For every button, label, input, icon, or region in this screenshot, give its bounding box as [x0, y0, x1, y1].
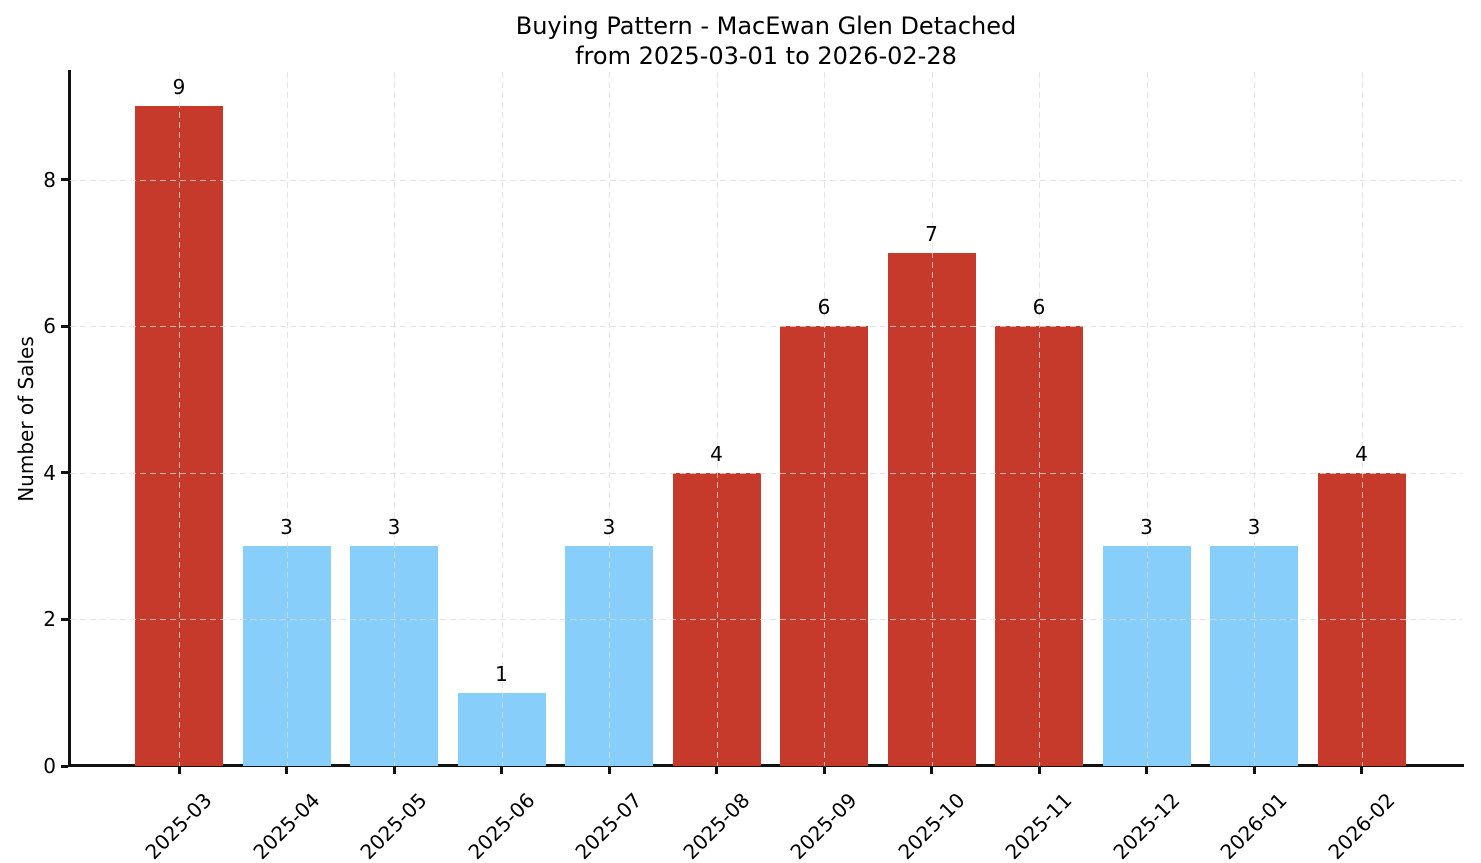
x-tick-label-2025-05: 2025-05 — [355, 788, 432, 863]
y-tick-label-6: 6 — [43, 314, 56, 339]
x-tick-label-2025-03: 2025-03 — [140, 788, 217, 863]
x-tick-2025-05 — [392, 767, 396, 774]
y-tick-label-0: 0 — [43, 754, 56, 778]
x-tick-2025-12 — [1145, 767, 1148, 774]
gridline-v-2025-05 — [394, 72, 395, 766]
x-tick-2026-02 — [1360, 767, 1363, 774]
x-tick-label-2025-06: 2025-06 — [463, 788, 540, 863]
gridline-v-2025-10 — [931, 72, 933, 766]
x-tick-2026-01 — [1252, 767, 1256, 774]
x-tick-2025-07 — [607, 767, 611, 774]
gridline-v-2025-09 — [824, 72, 825, 766]
x-tick-2025-10 — [930, 767, 933, 774]
gridline-h-4 — [70, 472, 1462, 474]
x-tick-2025-11 — [1037, 767, 1041, 774]
bar-value-label-2025-11: 6 — [1032, 295, 1046, 320]
y-tick-8 — [61, 178, 68, 182]
x-axis-spine — [68, 764, 1464, 767]
bar-value-label-2025-08: 4 — [710, 441, 723, 466]
x-tick-label-2025-12: 2025-12 — [1108, 788, 1185, 863]
x-tick-label-2025-09: 2025-09 — [785, 788, 862, 863]
bar-value-label-2025-07: 3 — [602, 515, 616, 540]
y-tick-label-8: 8 — [43, 167, 56, 192]
gridline-v-2025-06 — [501, 72, 503, 766]
bar-value-label-2026-02: 4 — [1355, 441, 1368, 466]
y-tick-2 — [61, 617, 68, 621]
gridline-h-8 — [70, 179, 1462, 181]
bar-value-label-2025-04: 3 — [280, 515, 293, 540]
bar-value-label-2025-05: 3 — [387, 515, 401, 540]
bar-value-label-2025-06: 1 — [495, 661, 508, 686]
gridline-h-2 — [70, 619, 1462, 621]
gridline-v-2026-02 — [1361, 72, 1363, 766]
gridline-v-2025-12 — [1146, 72, 1148, 766]
y-tick-6 — [61, 324, 68, 328]
x-tick-2025-06 — [500, 767, 503, 774]
plot-area: 9 3 3 1 3 4 6 7 6 3 3 4 — [70, 72, 1462, 766]
x-tick-label-2025-08: 2025-08 — [678, 788, 755, 863]
gridline-v-2025-08 — [716, 72, 718, 766]
x-tick-label-2025-04: 2025-04 — [248, 788, 325, 863]
y-tick-4 — [61, 471, 68, 475]
y-tick-0 — [61, 764, 68, 768]
gridline-v-2025-04 — [286, 72, 288, 766]
gridline-v-2025-07 — [609, 72, 610, 766]
y-tick-label-4: 4 — [43, 460, 56, 485]
y-axis-spine — [68, 70, 71, 767]
bar-value-label-2025-03: 9 — [172, 75, 186, 100]
bar-value-label-2025-10: 7 — [925, 221, 938, 246]
gridline-v-2026-01 — [1254, 72, 1255, 766]
gridline-h-6 — [70, 326, 1462, 328]
x-tick-2025-04 — [285, 767, 288, 774]
x-tick-2025-08 — [715, 767, 718, 774]
x-tick-label-2025-07: 2025-07 — [570, 788, 647, 863]
x-tick-label-2025-11: 2025-11 — [1000, 788, 1077, 863]
chart-title: Buying Pattern - MacEwan Glen Detached f… — [515, 12, 1017, 70]
gridline-v-2025-11 — [1039, 72, 1040, 766]
bar-value-label-2025-12: 3 — [1140, 515, 1153, 540]
x-tick-label-2026-01: 2026-01 — [1215, 788, 1292, 863]
y-tick-label-2: 2 — [43, 607, 56, 632]
gridline-v-2025-03 — [179, 72, 180, 766]
bar-value-label-2026-01: 3 — [1247, 515, 1261, 540]
x-tick-2025-09 — [822, 767, 826, 774]
x-tick-label-2026-02: 2026-02 — [1323, 788, 1400, 863]
x-tick-2025-03 — [177, 767, 181, 774]
bar-value-label-2025-09: 6 — [817, 295, 831, 320]
x-tick-label-2025-10: 2025-10 — [893, 788, 970, 863]
